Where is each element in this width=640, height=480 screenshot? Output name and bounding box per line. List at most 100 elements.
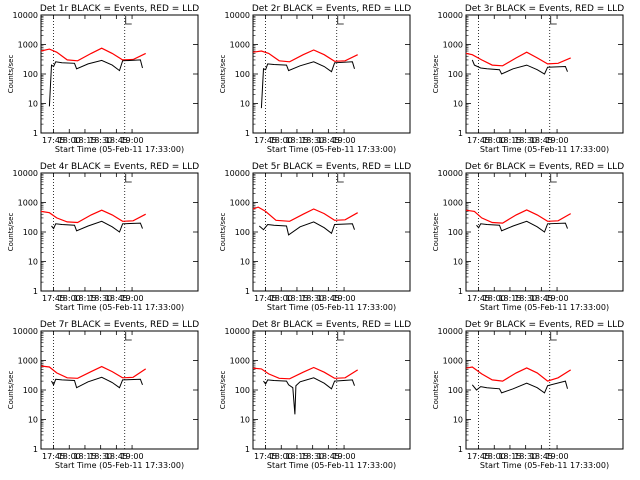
x-axis-label: Start Time (05-Feb-11 17:33:00) [267,145,396,154]
x-tick-label: 19:00 [546,294,569,303]
x-tick-label: 18:15 [285,452,308,461]
y-tick-label: 10000 [13,169,38,178]
x-tick-label: 18:30 [514,452,537,461]
x-tick-label: 18:45 [317,452,340,461]
x-axis-label: Start Time (05-Feb-11 17:33:00) [480,145,609,154]
y-tick-label: 1000 [230,41,250,50]
y-tick-label: 1 [245,287,250,296]
x-tick-label: 18:45 [105,294,128,303]
x-tick-label: 18:30 [301,136,324,145]
detector-panel-8: Det 8r BLACK = Events, RED = LLD17:4518:… [219,320,411,470]
x-tick-label: 18:45 [105,136,128,145]
events-series-line [263,377,355,415]
lld-series-line [252,206,358,222]
y-tick-label: 100 [235,70,250,79]
x-axis-label: Start Time (05-Feb-11 17:33:00) [55,461,184,470]
y-tick-label: 10000 [438,327,463,336]
x-tick-label: 18:00 [483,294,506,303]
x-tick-label: 17:45 [467,294,490,303]
y-tick-label: 1000 [443,41,463,50]
x-tick-label: 18:45 [317,294,340,303]
plot-frame [465,330,624,450]
events-series-line [476,220,568,233]
x-tick-label: 18:15 [498,294,521,303]
lld-series-line [465,51,571,67]
lld-series-line [252,366,359,380]
x-tick-label: 17:45 [254,294,277,303]
y-tick-label: 100 [23,228,38,237]
x-axis-label: Start Time (05-Feb-11 17:33:00) [480,303,609,312]
y-tick-label: 10 [28,100,38,109]
y-tick-label: 1000 [18,199,38,208]
detector-panel-4: Det 4r BLACK = Events, RED = LLD17:4518:… [7,162,199,312]
y-axis-label: Counts/sec [219,55,227,94]
x-tick-label: 19:00 [333,452,356,461]
plot-marker-glyph [550,332,557,341]
panel-title: Det 5r BLACK = Events, RED = LLD [252,162,411,172]
y-tick-label: 10000 [13,11,38,20]
y-tick-label: 10 [453,258,463,267]
x-tick-label: 18:15 [285,294,308,303]
panel-title: Det 8r BLACK = Events, RED = LLD [252,320,411,330]
plot-marker-glyph [125,174,132,183]
x-tick-label: 17:45 [42,136,65,145]
y-tick-label: 100 [23,386,38,395]
x-tick-label: 18:00 [58,294,81,303]
y-tick-label: 1 [458,129,463,138]
y-tick-label: 10000 [225,11,250,20]
x-tick-label: 17:45 [42,294,65,303]
x-tick-label: 17:45 [42,452,65,461]
y-tick-label: 10000 [438,169,463,178]
x-tick-label: 18:45 [530,136,553,145]
events-series-line [471,380,568,394]
y-tick-label: 10 [28,258,38,267]
y-tick-label: 100 [448,70,463,79]
x-axis-label: Start Time (05-Feb-11 17:33:00) [267,461,396,470]
lld-series-line [40,209,146,224]
x-axis-label: Start Time (05-Feb-11 17:33:00) [55,145,184,154]
lld-series-line [465,366,572,382]
events-series-line [51,220,143,233]
x-tick-label: 18:00 [58,136,81,145]
y-tick-label: 10 [240,416,250,425]
x-tick-label: 18:15 [498,136,521,145]
x-tick-label: 18:30 [89,452,112,461]
plot-frame [252,14,411,134]
y-axis-label: Counts/sec [219,213,227,252]
panel-title: Det 7r BLACK = Events, RED = LLD [40,320,199,330]
y-axis-label: Counts/sec [432,213,440,252]
events-series-line [48,59,143,107]
y-tick-label: 1 [458,445,463,454]
x-tick-label: 17:45 [467,452,490,461]
x-tick-label: 18:45 [530,452,553,461]
panel-title: Det 1r BLACK = Events, RED = LLD [40,4,199,14]
y-tick-label: 10 [453,416,463,425]
y-tick-label: 1000 [230,357,250,366]
events-series-line [258,221,355,236]
detector-panel-3: Det 3r BLACK = Events, RED = LLD17:4518:… [432,4,624,154]
x-tick-label: 18:00 [270,452,293,461]
x-tick-label: 18:45 [105,452,128,461]
y-axis-label: Counts/sec [432,55,440,94]
y-tick-label: 1 [33,287,38,296]
x-tick-label: 18:00 [270,294,293,303]
x-tick-label: 19:00 [333,294,356,303]
x-tick-label: 18:15 [73,452,96,461]
detector-panel-1: Det 1r BLACK = Events, RED = LLD17:4518:… [7,4,199,154]
events-series-line [260,61,355,109]
y-tick-label: 100 [235,228,250,237]
y-tick-label: 10 [240,258,250,267]
x-tick-label: 17:45 [467,136,490,145]
x-tick-label: 19:00 [121,452,144,461]
y-axis-label: Counts/sec [7,371,15,410]
plot-frame [252,330,411,450]
y-tick-label: 1000 [443,199,463,208]
panel-title: Det 6r BLACK = Events, RED = LLD [465,162,624,172]
y-tick-label: 10 [453,100,463,109]
x-tick-label: 18:30 [89,294,112,303]
x-tick-label: 18:30 [301,452,324,461]
x-tick-label: 18:30 [514,136,537,145]
y-tick-label: 1000 [230,199,250,208]
x-tick-label: 18:15 [73,294,96,303]
